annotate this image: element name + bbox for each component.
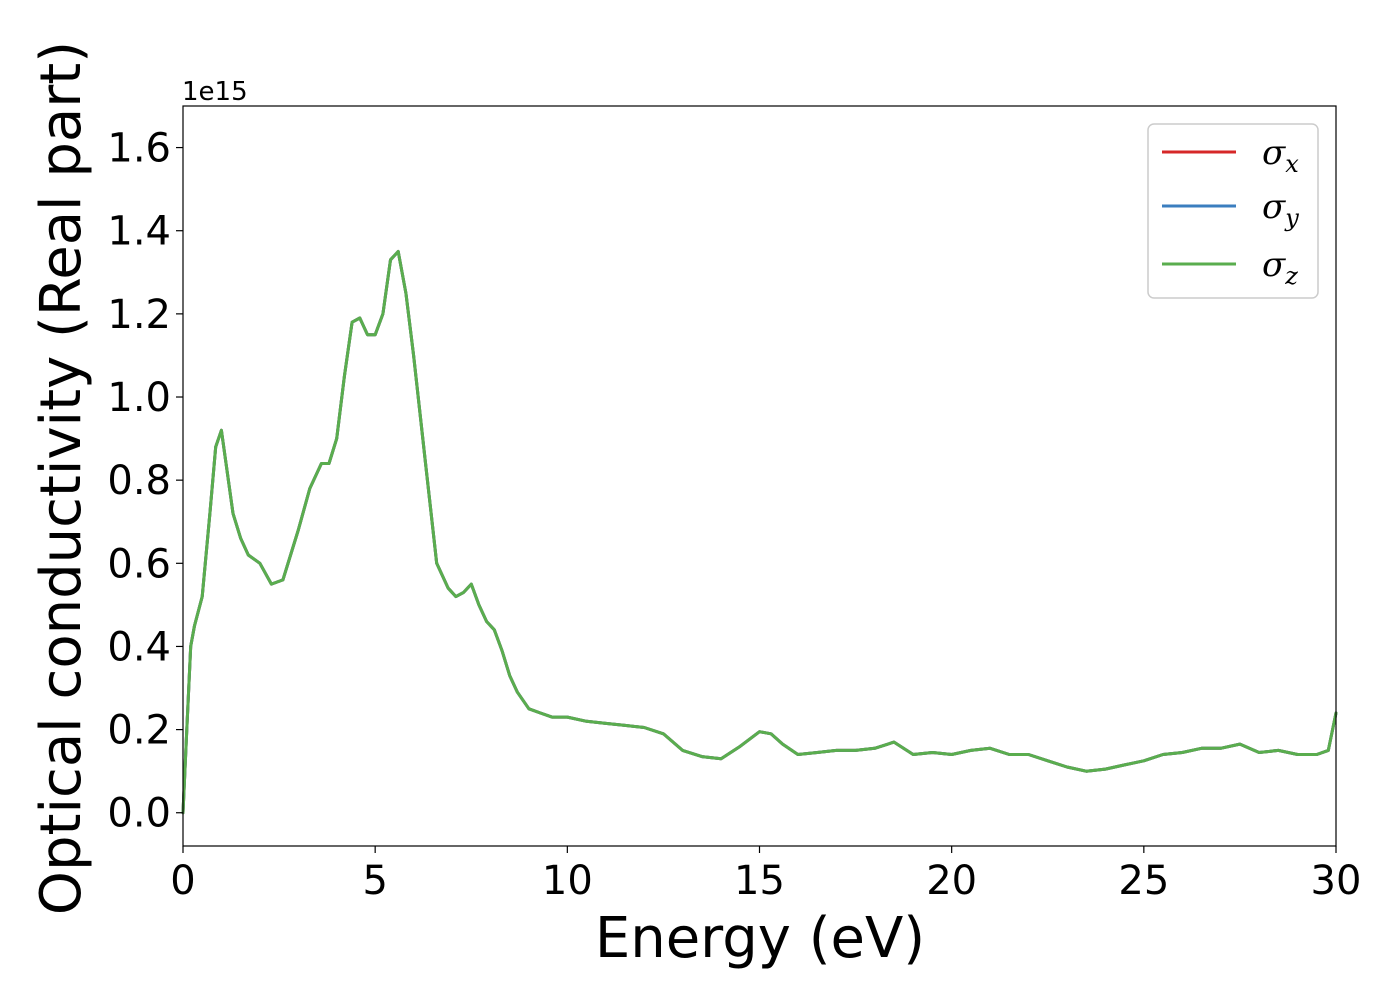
x-tick-label: 30 [1311,858,1362,904]
series-line-z [181,250,1338,815]
y-tick-label: 0.0 [107,791,171,837]
x-axis-label: Energy (eV) [595,906,925,971]
legend: σx σy σz [1147,123,1319,299]
legend-box [1147,123,1319,299]
y-axis-ticks: 0.0 0.2 0.4 0.6 0.8 1.0 1.2 1.4 1.6 [107,126,183,837]
legend-label-y: σy [1262,187,1299,232]
y-axis-label: Optical conductivity (Real part) [29,41,94,915]
x-tick-label: 20 [926,858,977,904]
y-tick-label: 0.4 [107,624,171,670]
y-tick-label: 1.2 [107,292,171,338]
legend-label-x: σx [1262,133,1299,178]
x-axis-ticks: 0 5 10 15 20 25 30 [170,846,1361,904]
plot-area [181,105,1338,847]
y-tick-label: 0.8 [107,458,171,504]
x-tick-label: 10 [542,858,593,904]
legend-label-z: σz [1262,245,1298,290]
y-tick-label: 0.2 [107,708,171,754]
x-tick-label: 25 [1118,858,1169,904]
x-tick-label: 15 [734,858,785,904]
y-tick-label: 1.0 [107,375,171,421]
x-tick-label: 0 [170,858,195,904]
y-tick-label: 1.4 [107,209,171,255]
y-tick-label: 0.6 [107,541,171,587]
x-tick-label: 5 [362,858,387,904]
y-tick-label: 1.6 [107,126,171,172]
y-axis-offset-label: 1e15 [182,77,248,107]
